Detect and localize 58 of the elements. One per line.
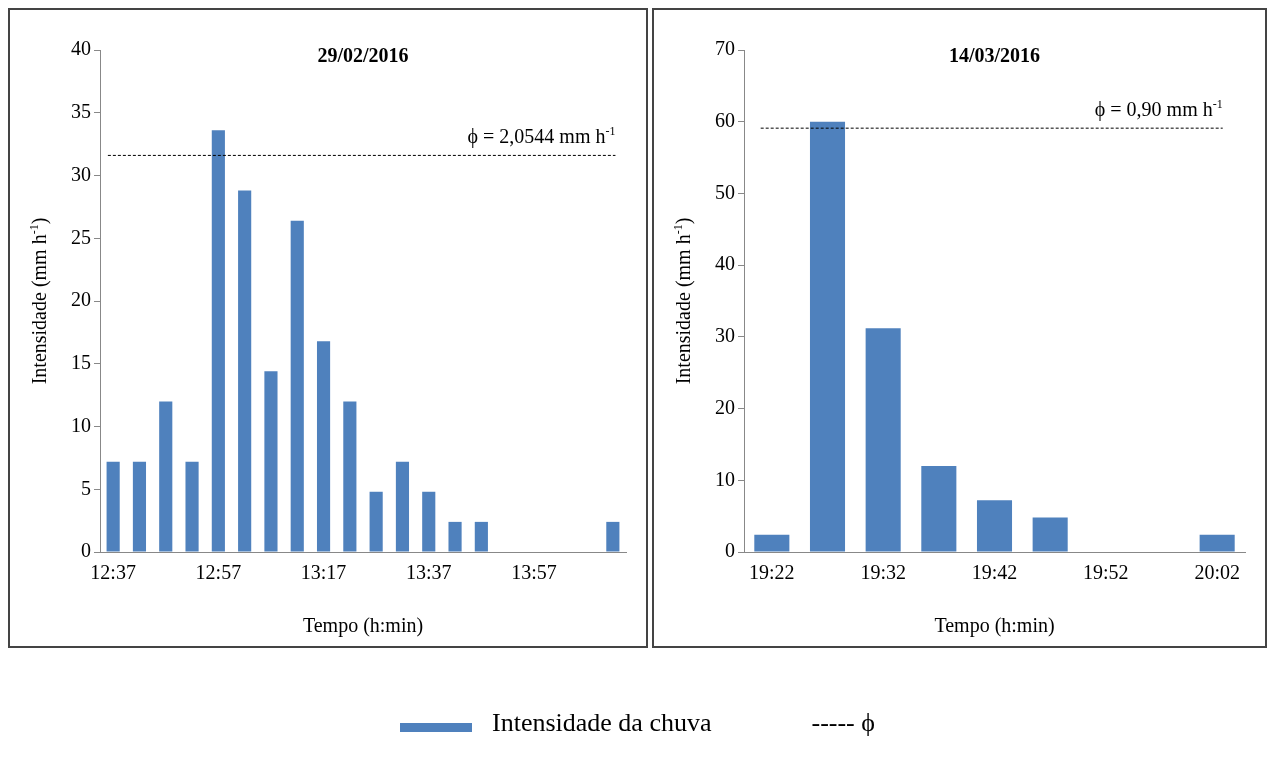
- legend-label: Intensidade da chuva: [492, 708, 712, 738]
- x-tick-label: 12:37: [90, 561, 136, 584]
- bar: [1199, 534, 1235, 552]
- bar: [316, 341, 331, 552]
- x-tick-label: 13:57: [511, 561, 557, 584]
- y-tick-label: 35: [71, 100, 91, 122]
- bar: [395, 461, 410, 552]
- bar: [1032, 517, 1068, 552]
- bar: [211, 130, 225, 552]
- chart-title: 29/02/2016: [317, 44, 409, 66]
- x-tick-label: 13:17: [300, 561, 347, 584]
- y-tick-label: 10: [71, 413, 91, 436]
- bar: [290, 220, 304, 552]
- y-tick-label: 30: [715, 324, 735, 347]
- bar: [754, 534, 790, 552]
- x-axis-title: Tempo (h:min): [302, 614, 424, 637]
- bar: [238, 190, 252, 552]
- y-tick-label: 5: [81, 476, 91, 499]
- y-tick-label: 25: [71, 225, 91, 248]
- y-axis-title: Intensidade (mm h-1): [27, 217, 51, 385]
- bar: [422, 491, 436, 552]
- x-tick-label: 13:37: [405, 561, 452, 584]
- y-tick-label: 15: [71, 351, 91, 373]
- x-tick-label: 19:52: [1083, 561, 1129, 584]
- bar: [606, 521, 620, 552]
- bar: [976, 500, 1013, 552]
- bar: [865, 328, 901, 552]
- x-tick-label: 12:57: [195, 561, 242, 584]
- bar: [343, 401, 357, 552]
- y-tick-label: 60: [715, 108, 735, 131]
- bar: [264, 371, 278, 552]
- x-tick-label: 20:02: [1194, 561, 1240, 584]
- x-tick-label: 19:42: [971, 561, 1018, 584]
- y-tick-label: 0: [725, 539, 735, 562]
- bar: [369, 491, 383, 552]
- bar: [185, 461, 199, 552]
- bar: [159, 401, 173, 552]
- bar: [106, 461, 120, 552]
- y-tick-label: 50: [715, 180, 735, 203]
- x-tick-label: 19:32: [860, 561, 906, 584]
- y-tick-label: 10: [715, 467, 735, 490]
- x-axis-title: Tempo (h:min): [934, 614, 1055, 637]
- y-tick-label: 70: [715, 37, 735, 60]
- chart-title: 14/03/2016: [948, 44, 1041, 66]
- bar: [809, 121, 846, 552]
- y-axis-title: Intensidade (mm h-1): [671, 217, 695, 385]
- bar: [474, 521, 488, 552]
- bar: [448, 521, 462, 552]
- text: ----- ϕ: [811, 708, 875, 738]
- y-tick-label: 20: [71, 288, 91, 311]
- x-tick-label: 19:22: [749, 561, 795, 584]
- y-tick-label: 40: [715, 252, 735, 275]
- bar: [132, 461, 147, 552]
- y-tick-label: 30: [71, 162, 91, 185]
- bar: [921, 465, 957, 552]
- y-tick-label: 40: [71, 37, 91, 60]
- y-tick-label: 0: [81, 539, 91, 562]
- y-tick-label: 20: [715, 395, 735, 418]
